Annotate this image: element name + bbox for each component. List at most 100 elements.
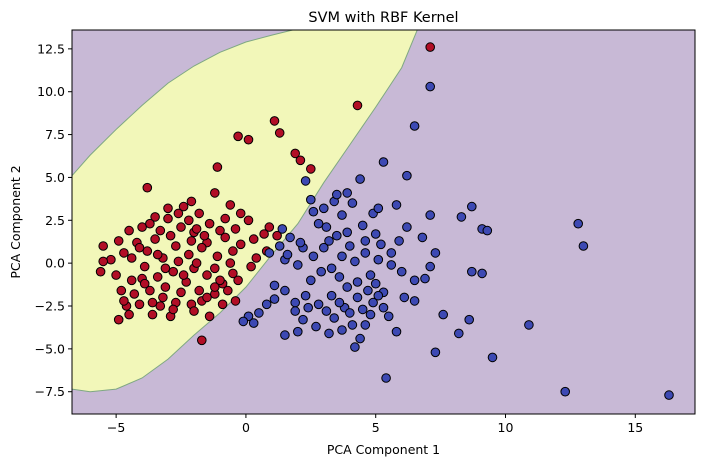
point-class-0 xyxy=(202,270,212,280)
x-tick-label: 0 xyxy=(242,420,250,435)
point-class-0 xyxy=(189,306,199,316)
y-axis-label: PCA Component 2 xyxy=(8,165,23,278)
point-class-1 xyxy=(337,325,347,335)
point-class-0 xyxy=(295,155,306,166)
point-class-1 xyxy=(342,188,353,198)
point-class-0 xyxy=(155,301,166,311)
point-class-0 xyxy=(194,208,204,219)
chart-title: SVM with RBF Kernel xyxy=(308,10,458,26)
point-class-1 xyxy=(316,266,327,277)
point-class-1 xyxy=(467,201,477,212)
point-class-1 xyxy=(352,277,363,287)
point-class-1 xyxy=(664,390,674,400)
point-class-0 xyxy=(165,230,176,241)
point-class-1 xyxy=(573,218,584,229)
point-class-1 xyxy=(409,275,420,286)
point-class-1 xyxy=(306,194,316,205)
point-class-0 xyxy=(212,251,223,262)
point-class-1 xyxy=(347,320,358,330)
point-class-0 xyxy=(225,258,236,268)
point-class-1 xyxy=(578,241,589,251)
point-class-1 xyxy=(373,290,384,301)
point-class-0 xyxy=(126,253,137,263)
point-class-0 xyxy=(215,275,225,286)
point-class-1 xyxy=(560,386,571,397)
point-class-0 xyxy=(191,258,202,268)
point-class-1 xyxy=(420,273,430,284)
point-class-0 xyxy=(95,266,106,277)
point-class-1 xyxy=(326,290,337,301)
point-class-0 xyxy=(264,222,275,232)
point-class-1 xyxy=(306,275,316,286)
point-class-0 xyxy=(176,287,186,298)
point-class-0 xyxy=(163,203,173,214)
point-class-1 xyxy=(373,203,384,214)
point-class-0 xyxy=(212,162,223,172)
point-class-1 xyxy=(321,222,332,232)
point-class-1 xyxy=(386,260,397,270)
point-class-1 xyxy=(438,309,449,320)
point-class-1 xyxy=(425,81,436,92)
point-class-0 xyxy=(139,278,150,289)
point-class-0 xyxy=(220,213,230,224)
point-class-0 xyxy=(204,218,215,229)
y-tick-label: 7.5 xyxy=(45,127,65,142)
point-class-1 xyxy=(300,290,311,301)
point-class-0 xyxy=(142,182,153,193)
point-class-1 xyxy=(311,321,321,332)
point-class-0 xyxy=(145,285,155,296)
point-class-1 xyxy=(274,241,285,251)
point-class-0 xyxy=(197,335,207,346)
point-class-0 xyxy=(176,222,186,232)
point-class-0 xyxy=(233,131,243,142)
point-class-0 xyxy=(306,164,316,174)
point-class-1 xyxy=(277,224,288,234)
point-class-0 xyxy=(210,282,220,292)
point-class-0 xyxy=(230,224,241,234)
x-tick-label: 15 xyxy=(627,420,643,435)
point-class-1 xyxy=(324,328,334,339)
point-class-1 xyxy=(399,292,410,303)
plot-area xyxy=(72,30,695,414)
point-class-0 xyxy=(160,263,171,274)
point-class-1 xyxy=(308,251,319,262)
point-class-1 xyxy=(282,249,293,260)
point-class-0 xyxy=(158,292,168,303)
point-class-1 xyxy=(378,157,389,167)
x-tick-label: −5 xyxy=(107,420,125,435)
point-class-1 xyxy=(524,320,534,330)
point-class-0 xyxy=(116,285,127,296)
point-class-0 xyxy=(246,261,256,272)
point-class-0 xyxy=(243,215,254,226)
point-class-0 xyxy=(194,285,204,296)
point-class-1 xyxy=(280,285,290,296)
point-class-1 xyxy=(352,292,363,303)
point-class-1 xyxy=(337,251,347,262)
point-class-1 xyxy=(409,296,420,306)
y-axis: −7.5 −5.0 −2.5 0.0 2.5 5.0 7.5 10.0 12.5 xyxy=(35,41,72,399)
point-class-1 xyxy=(345,241,355,251)
point-class-1 xyxy=(396,266,407,277)
point-class-0 xyxy=(425,42,436,52)
point-class-0 xyxy=(160,282,171,292)
point-class-1 xyxy=(332,230,342,241)
point-class-1 xyxy=(295,237,306,248)
point-class-0 xyxy=(269,116,280,126)
y-tick-label: −5.0 xyxy=(35,341,65,356)
point-class-0 xyxy=(243,134,254,145)
point-class-1 xyxy=(326,263,337,274)
point-class-1 xyxy=(417,232,428,243)
point-class-0 xyxy=(106,254,116,265)
point-class-0 xyxy=(178,270,189,280)
point-class-1 xyxy=(402,222,412,232)
point-class-0 xyxy=(142,246,153,256)
point-class-1 xyxy=(357,304,368,315)
point-class-0 xyxy=(204,311,215,322)
point-class-0 xyxy=(98,241,108,251)
point-class-1 xyxy=(342,227,353,238)
x-axis-label: PCA Component 1 xyxy=(327,442,440,457)
point-class-0 xyxy=(150,212,160,222)
point-class-0 xyxy=(210,188,220,198)
point-class-0 xyxy=(223,285,233,296)
point-class-0 xyxy=(168,266,178,277)
